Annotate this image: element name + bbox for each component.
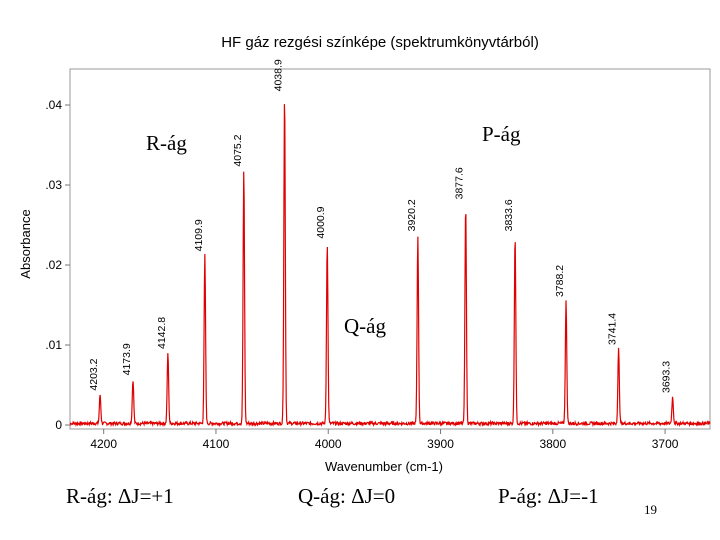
- peak-label: 4075.2: [232, 134, 244, 166]
- x-tick-label: 3800: [539, 437, 566, 451]
- peak-label: 3920.2: [406, 199, 418, 231]
- y-axis: 0 .01 .02 .03 .04: [45, 98, 70, 432]
- x-tick-label: 4100: [203, 437, 230, 451]
- x-axis-label: Wavenumber (cm-1): [325, 459, 443, 474]
- y-tick-label: .04: [45, 98, 62, 112]
- y-tick-label: 0: [55, 418, 62, 432]
- peak-label: 4142.8: [156, 317, 168, 349]
- y-tick-label: .01: [45, 338, 62, 352]
- peak-label: 4173.9: [121, 343, 133, 375]
- p-branch-caption: P-ág: ΔJ=-1: [498, 484, 599, 508]
- peak-label: 4109.9: [193, 219, 205, 251]
- page-number: 19: [644, 502, 657, 517]
- q-branch-label: Q-ág: [344, 314, 386, 338]
- peak-label: 4000.9: [315, 206, 327, 238]
- r-branch-label: R-ág: [146, 131, 187, 155]
- spectrum-line: [69, 104, 711, 428]
- peak-label: 3833.6: [503, 199, 515, 231]
- x-axis: 4200 4100 4000 3900 3800 3700: [90, 429, 679, 451]
- q-branch-caption: Q-ág: ΔJ=0: [298, 484, 396, 508]
- x-tick-label: 3700: [652, 437, 679, 451]
- y-tick-label: .03: [45, 178, 62, 192]
- y-tick-label: .02: [45, 258, 62, 272]
- slide-title: HF gáz rezgési színképe (spektrumkönyvtá…: [221, 34, 539, 51]
- peak-label: 3788.2: [554, 265, 566, 297]
- plot-frame: [69, 68, 711, 430]
- peak-label: 3877.6: [454, 167, 466, 199]
- peak-label: 3693.3: [661, 361, 673, 393]
- y-axis-label: Absorbance: [18, 209, 33, 278]
- peak-labels: 4203.2 4173.9 4142.8 4109.9 4075.2 4038.9 4000…: [88, 59, 673, 393]
- x-tick-label: 4000: [315, 437, 342, 451]
- r-branch-caption: R-ág: ΔJ=+1: [66, 484, 174, 508]
- x-tick-label: 3900: [427, 437, 454, 451]
- peak-label: 4038.9: [273, 59, 285, 91]
- peak-label: 3741.4: [607, 313, 619, 345]
- p-branch-label: P-ág: [482, 122, 521, 146]
- peak-label: 4203.2: [88, 358, 100, 390]
- x-tick-label: 4200: [90, 437, 117, 451]
